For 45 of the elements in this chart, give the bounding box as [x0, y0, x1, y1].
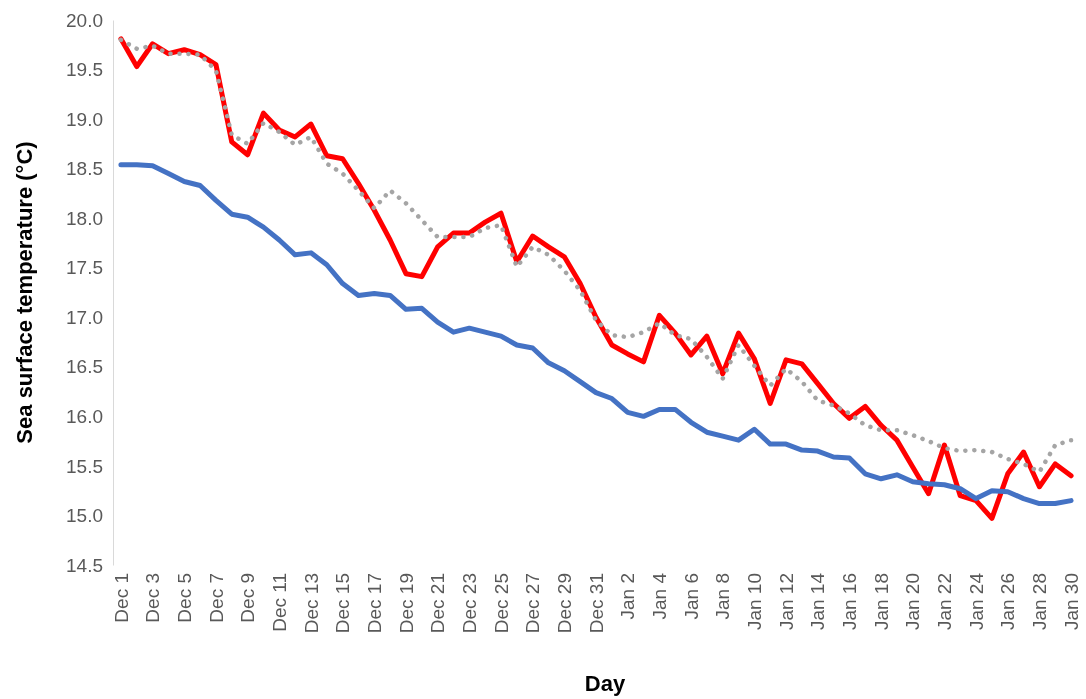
x-tick-label: Dec 11 — [268, 573, 290, 632]
y-tick-label: 18.0 — [66, 207, 103, 229]
x-tick-label: Jan 14 — [807, 572, 829, 631]
x-tick-label: Dec 7 — [205, 573, 227, 623]
x-tick-label: Jan 30 — [1060, 573, 1082, 631]
x-tick-label: Dec 3 — [142, 573, 164, 623]
x-tick-label: Dec 27 — [522, 573, 544, 634]
x-tick-label: Jan 26 — [997, 573, 1019, 631]
x-tick-label: Jan 6 — [680, 573, 702, 620]
x-tick-label: Dec 25 — [490, 573, 512, 634]
x-tick-label: Dec 29 — [553, 573, 575, 634]
x-tick-label: Jan 18 — [870, 573, 892, 631]
y-tick-label: 16.0 — [66, 405, 103, 427]
x-tick-label: Dec 19 — [395, 573, 417, 634]
x-tick-label: Jan 12 — [775, 573, 797, 631]
y-tick-label: 20.0 — [66, 9, 103, 31]
x-tick-label: Dec 15 — [332, 573, 354, 634]
x-tick-label: Jan 4 — [648, 572, 670, 620]
y-tick-label: 17.0 — [66, 306, 103, 328]
x-tick-label: Jan 10 — [744, 573, 766, 631]
x-tick-label: Jan 22 — [934, 573, 956, 631]
x-tick-label: Jan 20 — [902, 573, 924, 631]
y-tick-label: 17.5 — [66, 257, 103, 279]
y-tick-label: 19.0 — [66, 108, 103, 130]
x-tick-label: Dec 13 — [300, 573, 322, 634]
x-tick-label: Dec 31 — [585, 573, 607, 634]
x-tick-label: Jan 8 — [712, 573, 734, 620]
x-tick-label: Dec 21 — [427, 573, 449, 634]
x-tick-label: Dec 9 — [237, 573, 259, 623]
y-tick-label: 15.0 — [66, 505, 103, 527]
x-tick-label: Jan 16 — [839, 573, 861, 631]
x-tick-label: Dec 5 — [173, 573, 195, 623]
y-axis-title: Sea surface temperature (°C) — [12, 141, 37, 444]
y-tick-label: 16.5 — [66, 356, 103, 378]
x-tick-label: Dec 1 — [110, 573, 132, 623]
y-tick-label: 14.5 — [66, 554, 103, 576]
x-tick-label: Jan 28 — [1029, 573, 1051, 631]
x-tick-label: Jan 24 — [965, 572, 987, 631]
y-tick-label: 19.5 — [66, 59, 103, 81]
x-axis-title: Day — [584, 671, 626, 696]
x-tick-label: Dec 23 — [458, 573, 480, 634]
y-tick-label: 15.5 — [66, 455, 103, 477]
y-tick-label: 18.5 — [66, 158, 103, 180]
x-tick-label: Jan 2 — [617, 573, 639, 620]
x-tick-label: Dec 17 — [363, 573, 385, 634]
